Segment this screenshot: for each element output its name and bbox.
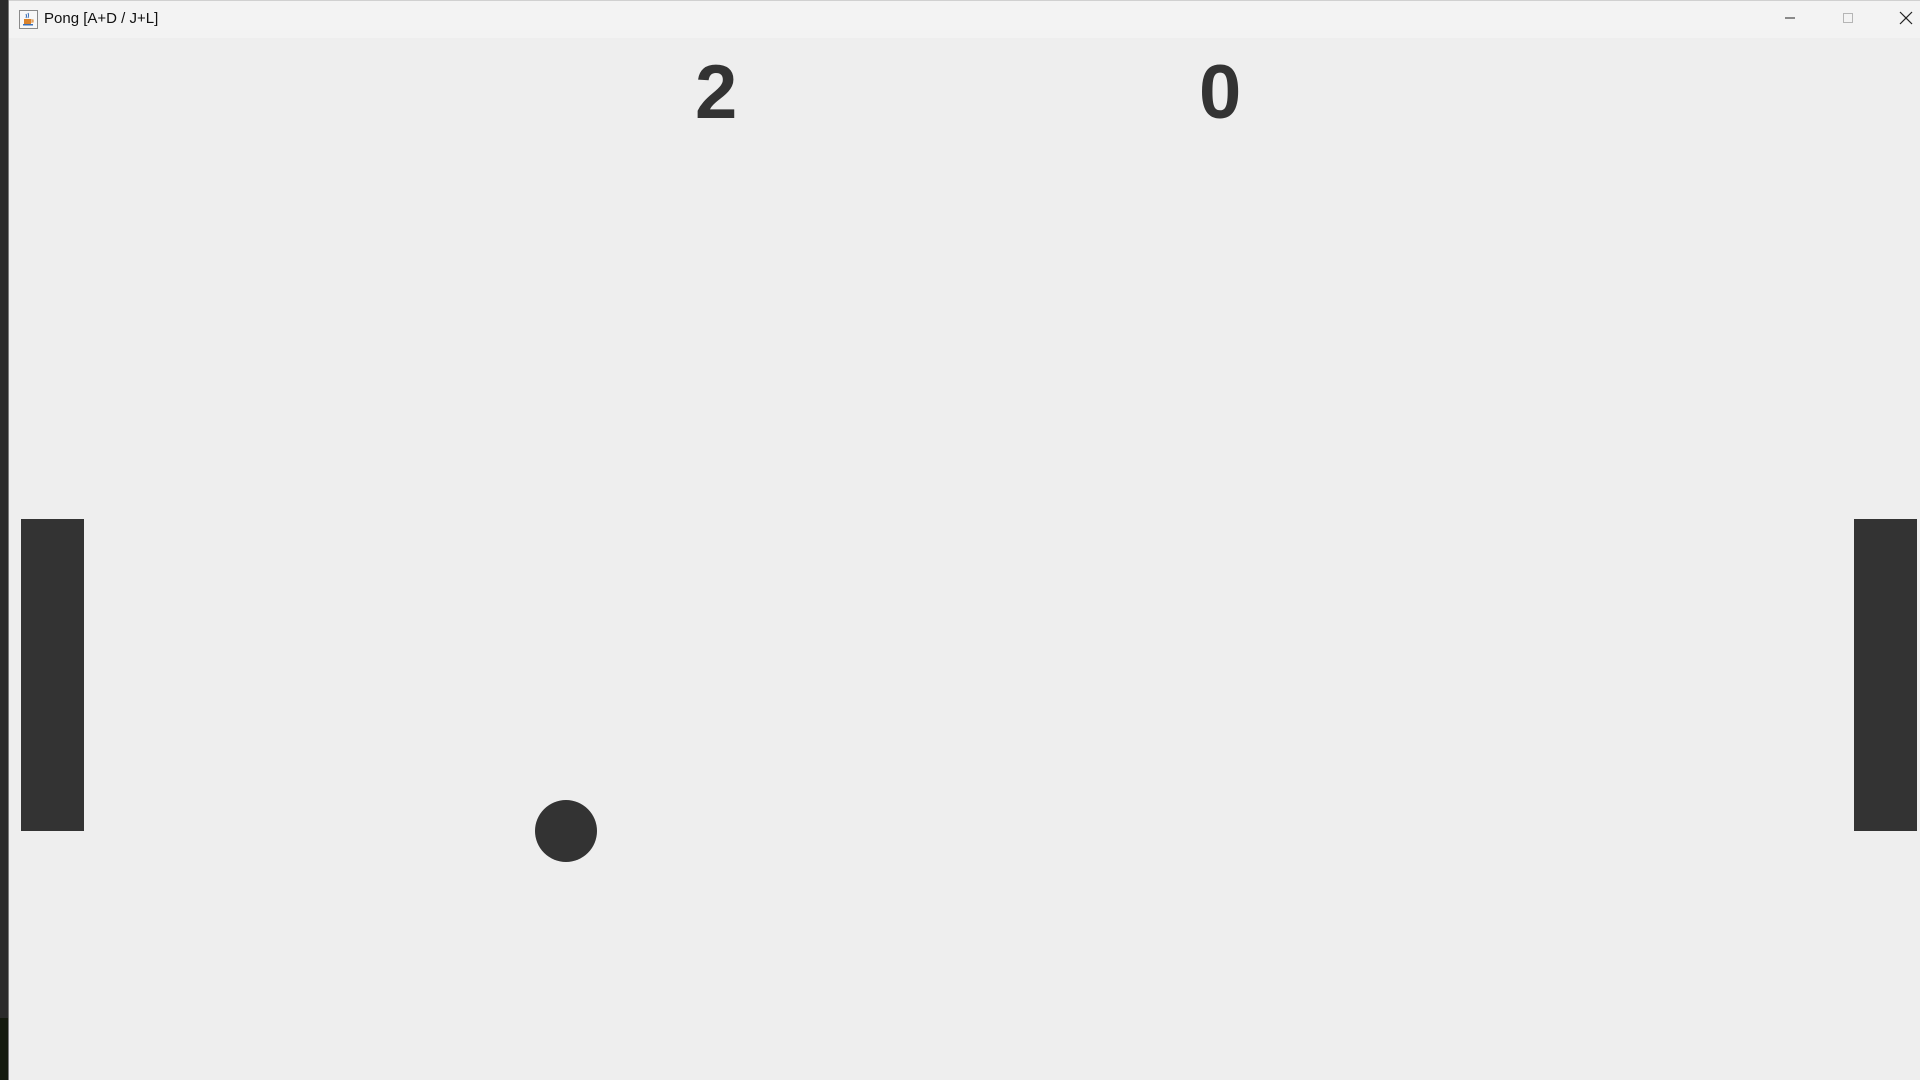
desktop-background-bottom — [0, 1018, 10, 1080]
title-bar[interactable]: Pong [A+D / J+L] — [9, 0, 1920, 38]
left-paddle — [21, 519, 84, 831]
close-button[interactable] — [1877, 1, 1920, 39]
left-player-score: 2 — [695, 50, 738, 135]
right-paddle — [1854, 519, 1917, 831]
right-player-score: 0 — [1199, 50, 1242, 135]
java-cup-icon — [19, 10, 38, 29]
close-icon — [1899, 11, 1913, 30]
desktop-background — [0, 0, 10, 1080]
minimize-button[interactable] — [1761, 1, 1819, 39]
minimize-icon — [1784, 11, 1796, 29]
maximize-icon — [1842, 11, 1854, 29]
maximize-button[interactable] — [1819, 1, 1877, 39]
ball — [535, 800, 597, 862]
game-window: Pong [A+D / J+L] 2 0 — [8, 0, 1920, 1080]
window-title: Pong [A+D / J+L] — [44, 10, 159, 27]
game-canvas[interactable]: 2 0 — [9, 38, 1920, 1080]
